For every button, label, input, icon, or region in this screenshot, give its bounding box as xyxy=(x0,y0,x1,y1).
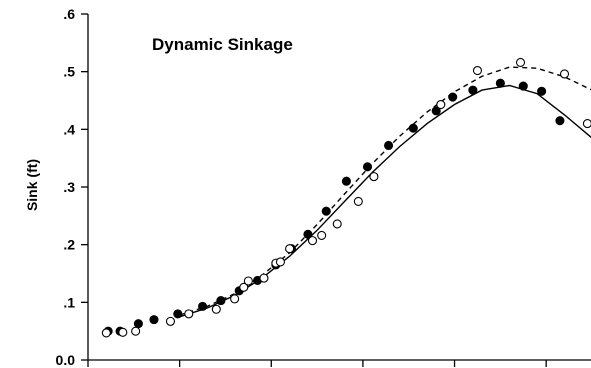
open-data-point xyxy=(184,309,194,319)
filled-data-point xyxy=(495,78,505,88)
y-tick-label: .4 xyxy=(63,121,75,137)
open-data-point xyxy=(131,326,141,336)
data-points xyxy=(101,57,591,338)
y-tick-label: .3 xyxy=(63,179,75,195)
open-data-point xyxy=(285,244,295,254)
y-tick-label: .2 xyxy=(63,237,75,253)
filled-data-point xyxy=(149,315,159,325)
open-data-point xyxy=(582,119,591,129)
y-tick-label: .5 xyxy=(63,64,75,80)
solid-fit-line xyxy=(179,84,591,318)
filled-data-point xyxy=(341,176,351,186)
filled-data-point xyxy=(448,92,458,102)
open-data-point xyxy=(307,236,318,246)
open-data-point xyxy=(101,328,111,338)
filled-data-point xyxy=(537,86,547,96)
open-data-point xyxy=(259,273,269,283)
filled-data-point xyxy=(384,140,394,151)
chart-title: Dynamic Sinkage xyxy=(152,35,293,54)
filled-data-point xyxy=(133,319,143,329)
y-tick-label: 0.0 xyxy=(56,352,76,368)
axes: 0.0 .1 .2 .3 .4 .5 .6 xyxy=(56,6,591,368)
dashed-fit-line xyxy=(179,66,591,316)
filled-data-point xyxy=(362,162,373,172)
open-data-point xyxy=(165,316,176,326)
open-data-point xyxy=(436,99,446,110)
filled-data-point xyxy=(303,229,313,239)
open-data-point xyxy=(317,230,327,240)
filled-data-point xyxy=(173,309,183,319)
filled-data-point xyxy=(555,116,565,126)
open-data-point xyxy=(211,304,221,314)
filled-data-point xyxy=(216,296,226,306)
open-data-point xyxy=(332,219,342,229)
y-tick-label: .6 xyxy=(63,6,75,22)
open-data-point xyxy=(559,69,570,79)
open-data-point xyxy=(275,257,285,267)
filled-data-point xyxy=(321,206,331,216)
open-data-point xyxy=(369,172,379,182)
open-data-point xyxy=(472,65,483,76)
open-data-point xyxy=(515,57,526,67)
filled-data-point xyxy=(431,106,441,116)
open-data-point xyxy=(353,196,363,206)
y-axis-label: Sink (ft) xyxy=(24,159,40,211)
fit-lines xyxy=(179,66,591,318)
open-data-point xyxy=(239,282,249,292)
y-tick-label: .1 xyxy=(63,294,75,310)
open-data-point xyxy=(118,327,128,337)
filled-data-point xyxy=(197,301,208,311)
open-data-point xyxy=(243,276,253,286)
filled-data-point xyxy=(408,123,418,133)
filled-data-point xyxy=(468,85,478,95)
filled-data-point xyxy=(518,81,528,91)
open-data-point xyxy=(230,294,240,304)
